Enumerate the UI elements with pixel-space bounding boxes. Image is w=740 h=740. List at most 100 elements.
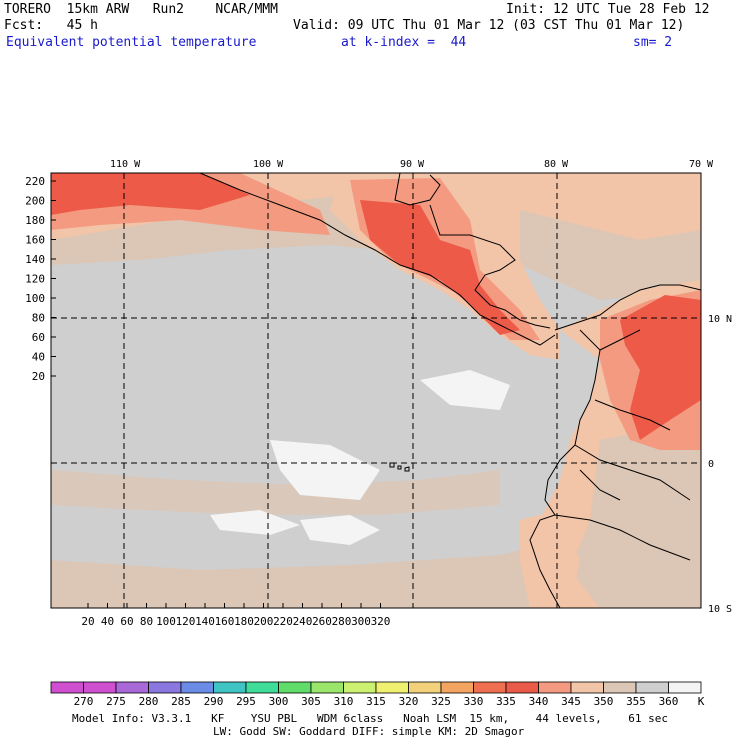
- white-patch-4: [300, 515, 380, 545]
- lat-label-10n: 10 N: [708, 314, 732, 325]
- land-red-central-america: [360, 200, 520, 335]
- legend-swatch: [278, 681, 312, 694]
- legend-unit-label: K: [698, 695, 705, 708]
- legend-swatch: [343, 681, 377, 694]
- x-tick-label: 280: [332, 615, 352, 628]
- legend-value-label: 350: [594, 695, 614, 708]
- x-tick-label: 180: [234, 615, 254, 628]
- theta-e-field: [51, 173, 701, 608]
- legend-swatch: [473, 681, 507, 694]
- x-tick-label: 320: [371, 615, 391, 628]
- legend-swatch: [83, 681, 117, 694]
- legend-value-label: 335: [496, 695, 516, 708]
- model-info-line: Model Info: V3.3.1 KF YSU PBL WDM 6class…: [72, 712, 669, 725]
- legend-value-label: 290: [204, 695, 224, 708]
- legend-swatch: [213, 681, 247, 694]
- map-frame: [50, 172, 702, 609]
- legend-swatch: [375, 681, 409, 694]
- warm-band-mid: [51, 470, 500, 515]
- physics-info-line: LW: Godd SW: Goddard DIFF: simple KM: 2D…: [213, 725, 525, 738]
- legend-value-label: 325: [431, 695, 451, 708]
- y-tick-label: 220: [25, 175, 45, 188]
- legend-value-label: 340: [529, 695, 549, 708]
- legend-value-label: 305: [301, 695, 321, 708]
- field-name: Equivalent potential temperature: [6, 35, 257, 50]
- y-tick-label: 80: [32, 312, 45, 325]
- legend-swatch: [50, 681, 84, 694]
- legend-swatch: [505, 681, 539, 694]
- land-warm-south-america: [570, 430, 701, 608]
- x-tick-label: 240: [293, 615, 313, 628]
- legend-swatch: [538, 681, 572, 694]
- smoothing-label: sm= 2: [633, 35, 673, 50]
- white-patch-2: [270, 440, 380, 500]
- y-axis-ticks: 220 200 180 160 140 120 100 80 60 40 20: [25, 175, 56, 383]
- legend-value-label: 355: [626, 695, 646, 708]
- legend-value-label: 310: [334, 695, 354, 708]
- legend-swatch: [310, 681, 344, 694]
- lon-label-110w: 110 W: [110, 159, 141, 170]
- coastlines: [199, 172, 702, 609]
- x-tick-label: 120: [176, 615, 196, 628]
- init-time: Init: 12 UTC Tue 28 Feb 12: [506, 2, 710, 17]
- legend-value-label: 320: [399, 695, 419, 708]
- lat-label-0: 0: [708, 459, 714, 470]
- lon-label-80w: 80 W: [544, 159, 569, 170]
- level-label: at k-index = 44: [341, 35, 467, 50]
- lon-label-100w: 100 W: [253, 159, 284, 170]
- legend-swatch: [148, 681, 182, 694]
- legend-swatch: [180, 681, 214, 694]
- legend-swatch: [603, 681, 637, 694]
- x-tick-label: 260: [312, 615, 332, 628]
- legend-value-label: 270: [74, 695, 94, 708]
- legend-value-label: 330: [464, 695, 484, 708]
- x-axis-ticks: 20 40 60 80 100 120 140 160 180 200 220 240 260 280 30…: [81, 603, 390, 628]
- color-legend: 270 275 280 285 290 295 300 305 310 315 320 325 330 3…: [50, 681, 705, 708]
- legend-value-label: 300: [269, 695, 289, 708]
- top-longitude-labels: 110 W 100 W 90 W 80 W 70 W: [110, 159, 714, 170]
- legend-swatch: [570, 681, 604, 694]
- x-tick-label: 160: [215, 615, 235, 628]
- legend-value-label: 315: [366, 695, 386, 708]
- y-tick-label: 40: [32, 351, 45, 364]
- legend-swatch: [245, 681, 279, 694]
- lon-label-90w: 90 W: [400, 159, 425, 170]
- white-patch-1: [420, 370, 510, 410]
- x-tick-label: 20: [81, 615, 94, 628]
- y-tick-label: 100: [25, 292, 45, 305]
- x-tick-label: 140: [195, 615, 215, 628]
- x-tick-label: 220: [273, 615, 293, 628]
- legend-value-label: 275: [106, 695, 126, 708]
- forecast-hour: Fcst: 45 h: [4, 18, 98, 33]
- x-tick-label: 60: [120, 615, 133, 628]
- white-patch-3: [210, 510, 300, 535]
- legend-swatch: [668, 681, 702, 694]
- x-tick-label: 40: [101, 615, 114, 628]
- land-peach-coast: [520, 510, 580, 608]
- lon-label-70w: 70 W: [689, 159, 714, 170]
- x-tick-label: 200: [254, 615, 274, 628]
- x-tick-label: 300: [351, 615, 371, 628]
- legend-value-label: 285: [171, 695, 191, 708]
- legend-swatch: [115, 681, 149, 694]
- legend-value-label: 345: [561, 695, 581, 708]
- y-tick-label: 60: [32, 331, 45, 344]
- model-title: TORERO 15km ARW Run2 NCAR/MMM: [4, 2, 278, 17]
- land-red-south-america: [620, 295, 701, 440]
- valid-time: Valid: 09 UTC Thu 01 Mar 12 (03 CST Thu …: [293, 18, 685, 33]
- coastline-mexico: [199, 172, 556, 346]
- legend-value-label: 360: [659, 695, 679, 708]
- legend-value-label: 280: [139, 695, 159, 708]
- x-tick-label: 80: [140, 615, 153, 628]
- coastline-central-america-north: [394, 172, 551, 329]
- y-tick-label: 20: [32, 370, 45, 383]
- graticule: [51, 173, 701, 608]
- legend-swatch: [440, 681, 474, 694]
- legend-swatch: [635, 681, 669, 694]
- lat-label-10s: 10 S: [708, 604, 732, 615]
- land-red-mexico: [51, 173, 250, 215]
- legend-swatch: [408, 681, 442, 694]
- y-tick-label: 200: [25, 195, 45, 208]
- right-latitude-labels: 10 N 0 10 S: [708, 314, 732, 615]
